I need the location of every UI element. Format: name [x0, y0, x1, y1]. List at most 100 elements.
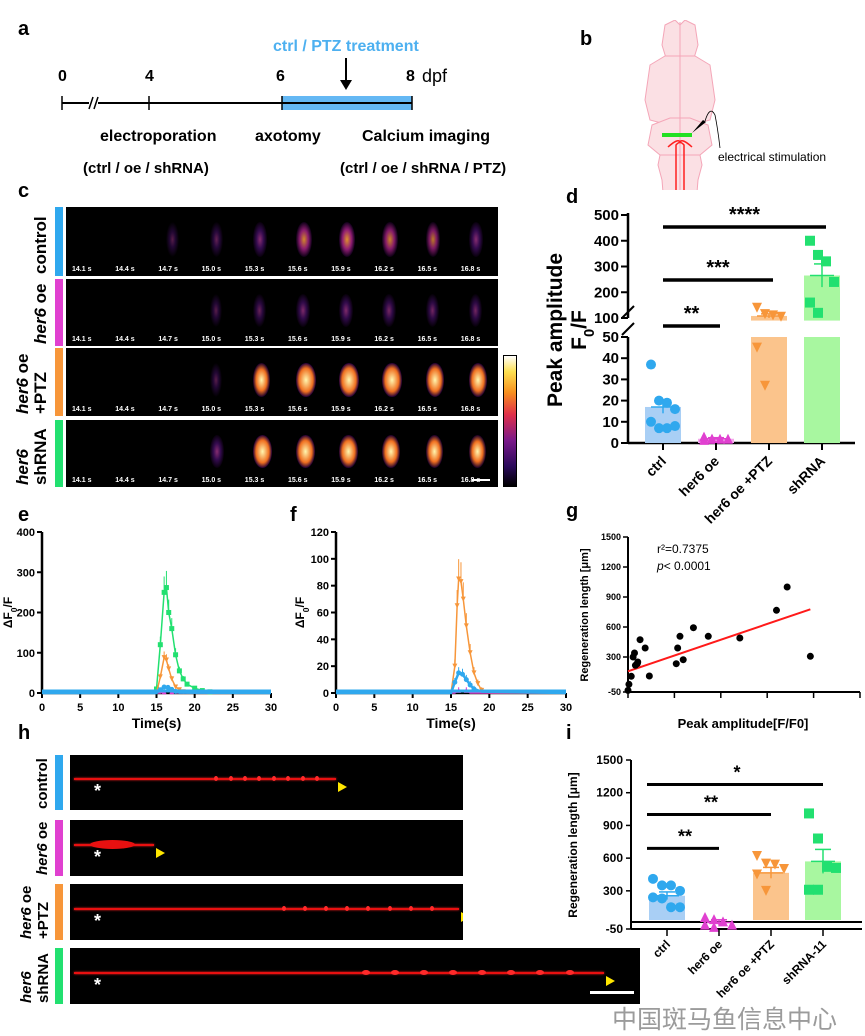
axon-strip-ptz: *	[70, 884, 463, 940]
frame-timestamp: 16.5 s	[417, 406, 438, 413]
timeline-unit: dpf	[422, 66, 448, 86]
regenerating-axon	[74, 971, 604, 974]
calcium-signal-blob	[339, 362, 359, 397]
x-tick-label: 5	[77, 702, 83, 714]
y-tick-label: 30	[602, 371, 619, 388]
x-axis-label: Time(s)	[426, 715, 476, 731]
data-point-shrna	[813, 884, 823, 895]
bar-shrna	[804, 337, 840, 443]
data-point-ctrl	[670, 404, 680, 415]
imaging-frame: 15.6 s	[282, 279, 325, 346]
significance-label: ****	[729, 204, 760, 226]
frame-timestamp: 14.1 s	[72, 406, 92, 413]
frame-timestamp: 15.3 s	[244, 266, 265, 273]
frame-timestamp: 15.6 s	[288, 336, 308, 343]
axon-stump	[90, 839, 135, 849]
frame-timestamp: 15.6 s	[288, 266, 308, 273]
data-point	[704, 632, 712, 640]
data-point-shrna	[829, 276, 839, 287]
imaging-frame: 15.9 s	[325, 348, 368, 416]
axon-varicosity	[242, 776, 247, 782]
event-axotomy: axotomy	[255, 128, 321, 145]
y-tick-label: 300	[17, 567, 35, 579]
imaging-frame: 15.9 s	[325, 420, 368, 487]
group-color-bar	[55, 420, 63, 487]
x-tick-label: 10	[112, 702, 124, 714]
axon-varicosity	[387, 905, 392, 911]
axon-varicosity	[214, 776, 219, 782]
frame-timestamp: 14.4 s	[115, 266, 135, 273]
panel-label-d: d	[566, 186, 579, 208]
data-point-ptz	[779, 864, 789, 875]
data-point-oe	[709, 914, 719, 925]
panel-label-h: h	[18, 722, 31, 744]
imaging-frame: 16.2 s	[368, 279, 411, 346]
calcium-signal-blob	[252, 434, 272, 469]
frame-timestamp: 16.5 s	[417, 336, 438, 343]
regression-line	[627, 608, 811, 673]
axon-varicosity	[507, 969, 516, 975]
watermark: 中国斑马鱼信息中心	[612, 1005, 838, 1034]
axon-varicosity	[257, 776, 262, 782]
x-tick-label: 30	[265, 702, 277, 714]
data-point-oe	[700, 919, 710, 930]
data-point	[641, 644, 649, 652]
imaging-frame: 14.1 s	[66, 420, 109, 487]
calcium-signal-blob	[468, 222, 484, 257]
y-tick-label: -50	[608, 687, 621, 697]
label-part: /F	[1, 597, 15, 608]
data-point-ctrl	[648, 873, 658, 884]
bar-upper-ptz	[751, 315, 787, 321]
y-tick-label: 900	[606, 592, 621, 602]
data-point-ptz	[752, 342, 762, 353]
axon-varicosity	[302, 905, 307, 911]
calcium-signal-blob	[382, 222, 398, 257]
data-point-ptz	[458, 579, 464, 585]
frame-timestamp: 14.1 s	[72, 477, 92, 484]
data-point	[679, 656, 687, 664]
calcium-signal-blob	[468, 434, 486, 469]
data-point-ptz	[760, 309, 770, 320]
data-point	[772, 606, 780, 614]
significance-label: **	[704, 793, 718, 813]
x-tick-label: her6 oe	[685, 937, 725, 977]
soma-asterisk-icon: *	[94, 910, 102, 931]
scale-bar	[590, 991, 634, 994]
data-point-shrna	[161, 589, 167, 595]
axon-varicosity	[361, 969, 370, 975]
frame-timestamp: 15.3 s	[244, 477, 265, 484]
label-part: ΔF	[293, 612, 307, 628]
brain-diagram	[644, 20, 721, 190]
x-tick-label: 25	[227, 702, 239, 714]
y-tick-label: 1200	[601, 562, 621, 572]
imaging-frame: 14.7 s	[152, 279, 195, 346]
y-axis-label: ΔF0/F	[293, 597, 311, 628]
timeline-tick-6: 6	[276, 68, 285, 85]
y-tick-label: 100	[17, 648, 35, 660]
data-point-ptz	[752, 302, 762, 313]
y-tick-label: 0	[611, 435, 619, 452]
data-point-ctrl	[657, 880, 667, 891]
event-calcium-imaging: Calcium imaging	[362, 128, 491, 145]
bar-ptz	[751, 337, 787, 443]
significance-label: **	[684, 303, 700, 325]
axon-tip-arrowhead-icon	[338, 782, 347, 793]
frame-timestamp: 14.7 s	[158, 477, 178, 484]
regenerating-axon	[74, 778, 336, 781]
data-point-shrna	[805, 235, 815, 246]
y-tick-label: 200	[17, 608, 35, 620]
axon-varicosity	[286, 776, 291, 782]
axon-varicosity	[228, 776, 233, 782]
frame-timestamp: 16.5 s	[417, 477, 438, 484]
imaging-frame: 14.7 s	[152, 207, 195, 276]
frame-timestamp: 16.2 s	[374, 266, 394, 273]
imaging-frame: 14.1 s	[66, 279, 109, 346]
imaging-frame: 14.7 s	[152, 348, 195, 416]
x-axis-label: Peak amplitude[F/F0]	[678, 716, 809, 731]
data-point-ctrl	[654, 423, 664, 434]
data-point-ptz	[157, 674, 163, 680]
p-value-annotation: p< 0.0001	[656, 559, 711, 573]
y-tick-label: 10	[602, 414, 619, 431]
data-point-oe	[699, 434, 709, 445]
